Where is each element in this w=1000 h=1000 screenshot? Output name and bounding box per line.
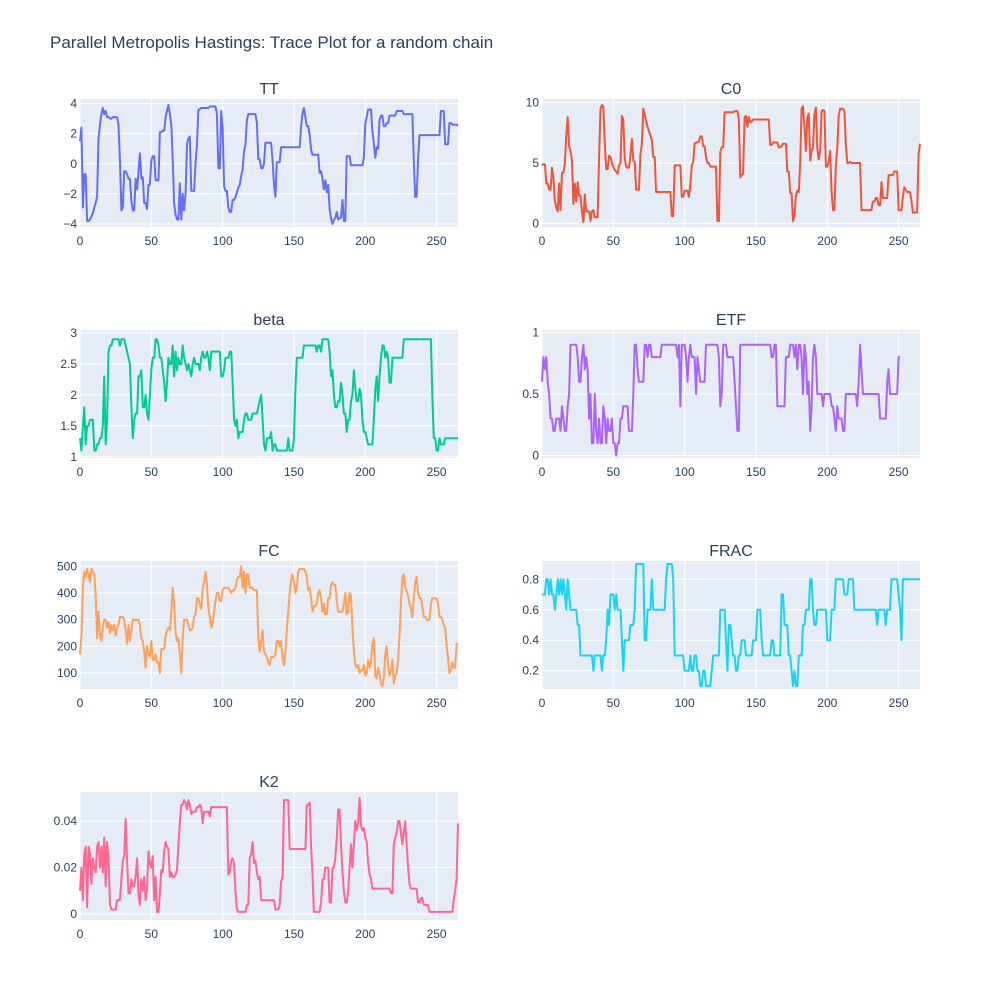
x-tick-label: 250 xyxy=(427,465,447,479)
subplot-fc: 0 50 100 150 200 250 100 200 300 400 500 FC xyxy=(57,543,458,710)
y-tick-label: 4 xyxy=(70,97,77,111)
x-tick-label: 0 xyxy=(539,696,546,710)
trace-line-tt xyxy=(79,104,459,225)
x-tick-label: 200 xyxy=(817,696,837,710)
subplot-frac: 0 50 100 150 200 250 0.2 0.4 0.6 0.8 FRAC xyxy=(522,543,920,710)
subplot-title-frac: FRAC xyxy=(709,543,753,560)
x-tick-label: 200 xyxy=(355,927,375,941)
y-tick-label: 2 xyxy=(70,127,77,141)
trace-line-c0 xyxy=(541,104,921,224)
x-tick-label: 50 xyxy=(607,465,621,479)
x-tick-label: 0 xyxy=(77,696,84,710)
x-tick-label: 150 xyxy=(746,465,766,479)
subplot-title-c0: C0 xyxy=(721,81,742,98)
x-tick-label: 100 xyxy=(675,696,695,710)
x-tick-label: 250 xyxy=(889,465,909,479)
trace-line-frac xyxy=(542,563,920,687)
y-tick-label: 0.5 xyxy=(522,387,539,401)
y-tick-label: 1.5 xyxy=(60,419,77,433)
subplot-c0: 0 50 100 150 200 250 0 5 10 C0 xyxy=(526,81,921,248)
x-tick-label: 100 xyxy=(213,696,233,710)
x-tick-label: 150 xyxy=(746,696,766,710)
y-tick-label: 3 xyxy=(70,326,77,340)
y-tick-label: 0 xyxy=(532,216,539,230)
x-tick-label: 100 xyxy=(213,234,233,248)
subplot-title-beta: beta xyxy=(253,312,284,329)
y-tick-label: 500 xyxy=(57,559,77,573)
x-tick-label: 250 xyxy=(427,696,447,710)
x-tick-label: 50 xyxy=(145,696,159,710)
x-tick-label: 250 xyxy=(889,696,909,710)
x-tick-label: 0 xyxy=(539,465,546,479)
x-tick-label: 200 xyxy=(355,696,375,710)
y-tick-label: 300 xyxy=(57,613,77,627)
x-tick-label: 0 xyxy=(77,927,84,941)
y-tick-label: 0.4 xyxy=(522,633,539,647)
x-tick-label: 200 xyxy=(817,465,837,479)
y-tick-label: 0.04 xyxy=(54,814,78,828)
y-tick-label: 1 xyxy=(70,450,77,464)
x-tick-label: 250 xyxy=(427,927,447,941)
trace-line-beta xyxy=(79,338,458,452)
x-tick-label: 0 xyxy=(77,234,84,248)
y-tick-label: 2.5 xyxy=(60,357,77,371)
y-tick-label: 100 xyxy=(57,666,77,680)
x-tick-label: 200 xyxy=(355,234,375,248)
x-tick-label: 250 xyxy=(889,234,909,248)
y-tick-label: 0 xyxy=(532,449,539,463)
subplot-k2: 0 50 100 150 200 250 0 0.02 0.04 K2 xyxy=(54,774,459,941)
subplot-tt: 0 50 100 150 200 250 −4 −2 0 2 4 TT xyxy=(63,81,459,248)
y-tick-label: 1 xyxy=(532,325,539,339)
x-tick-label: 0 xyxy=(539,234,546,248)
y-tick-label: 0.2 xyxy=(522,664,539,678)
x-tick-label: 50 xyxy=(145,465,159,479)
y-tick-label: 0.6 xyxy=(522,603,539,617)
x-tick-label: 50 xyxy=(607,696,621,710)
subplot-etf: 0 50 100 150 200 250 0 0.5 1 ETF xyxy=(522,312,920,479)
y-tick-label: 0.8 xyxy=(522,572,539,586)
x-tick-label: 150 xyxy=(284,465,304,479)
plot-area-tt xyxy=(80,99,458,227)
x-tick-label: 100 xyxy=(675,234,695,248)
plot-area-k2 xyxy=(80,792,458,920)
x-tick-label: 100 xyxy=(213,927,233,941)
y-tick-label: 0.02 xyxy=(54,861,78,875)
x-tick-label: 100 xyxy=(675,465,695,479)
x-tick-label: 200 xyxy=(817,234,837,248)
y-tick-label: 400 xyxy=(57,586,77,600)
x-tick-label: 0 xyxy=(77,465,84,479)
subplot-title-tt: TT xyxy=(259,81,279,98)
subplot-title-fc: FC xyxy=(258,543,279,560)
y-tick-label: 10 xyxy=(526,96,540,110)
y-tick-label: 0 xyxy=(70,907,77,921)
trace-line-k2 xyxy=(79,796,459,913)
x-tick-label: 150 xyxy=(284,234,304,248)
figure-title: Parallel Metropolis Hastings: Trace Plot… xyxy=(50,33,494,52)
y-tick-label: 5 xyxy=(532,156,539,170)
x-tick-label: 50 xyxy=(607,234,621,248)
x-tick-label: 50 xyxy=(145,234,159,248)
x-tick-label: 250 xyxy=(427,234,447,248)
y-tick-label: 2 xyxy=(70,388,77,402)
subplot-title-etf: ETF xyxy=(716,312,746,329)
x-tick-label: 150 xyxy=(284,696,304,710)
y-tick-label: −2 xyxy=(63,187,77,201)
x-tick-label: 150 xyxy=(746,234,766,248)
subplot-beta: 0 50 100 150 200 250 1 1.5 2 2.5 3 beta xyxy=(60,312,458,479)
x-tick-label: 50 xyxy=(145,927,159,941)
x-tick-label: 200 xyxy=(355,465,375,479)
plot-area-fc xyxy=(80,561,458,689)
subplot-title-k2: K2 xyxy=(259,774,279,791)
x-tick-label: 150 xyxy=(284,927,304,941)
y-tick-label: 200 xyxy=(57,639,77,653)
x-tick-label: 100 xyxy=(213,465,233,479)
y-tick-label: −4 xyxy=(63,217,77,231)
trace-line-fc xyxy=(79,565,458,688)
y-tick-label: 0 xyxy=(70,157,77,171)
trace-line-etf xyxy=(541,343,900,457)
